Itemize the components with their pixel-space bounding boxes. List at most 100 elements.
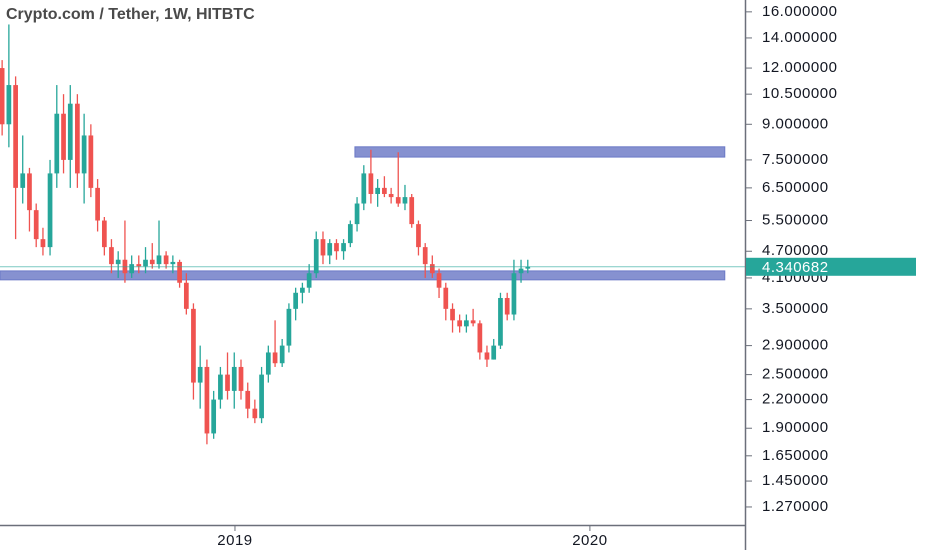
candle-body [334,243,339,252]
candle-body [191,308,196,383]
candle-body [61,113,66,160]
candle-body [259,374,264,419]
x-tick-label: 2020 [572,532,607,549]
candle-body [67,103,73,160]
candle-body [354,203,360,225]
candle-body [457,320,462,327]
y-tick-label: 3.500000 [762,300,829,317]
candle-body [484,352,490,360]
candle-body [382,187,387,194]
candle-body [470,320,476,324]
candle-body [313,239,319,274]
candle-body [402,197,408,204]
candle-body [231,366,237,391]
horizontal-zone [0,270,726,281]
y-tick-label: 2.200000 [762,391,829,408]
y-tick-label: 10.500000 [762,85,837,102]
y-tick-label: 1.450000 [762,472,829,489]
candle-body [375,187,381,194]
y-tick-label: 1.650000 [762,447,829,464]
candle-body [265,352,271,375]
candle-body [47,173,53,248]
y-tick-label: 1.900000 [762,419,829,436]
candle-body [88,135,94,188]
candle-body [272,352,278,364]
candle-body [300,287,305,293]
candle-body [443,287,449,309]
candle-body [491,345,497,360]
y-tick-label: 6.500000 [762,179,829,196]
candle-body [95,187,100,221]
candle-body [156,255,162,265]
y-tick-label: 2.500000 [762,366,829,383]
candle-body [388,193,394,198]
candle-body [368,173,374,194]
candle-body [429,264,435,274]
candle-body [306,273,312,288]
candle-body [177,261,182,283]
candle-body [225,374,230,391]
candle-body [149,259,155,265]
candle-body [361,173,367,204]
candle-body [170,261,176,265]
last-price-label: 4.340682 [762,259,829,276]
candle-body [347,224,353,244]
y-tick-label: 2.900000 [762,337,829,354]
y-tick-label: 16.000000 [762,3,837,20]
candle-body [279,345,285,364]
candle-body [197,366,203,383]
horizontal-zone [354,146,726,158]
y-tick-label: 1.270000 [762,498,829,515]
candle-body [450,308,455,321]
candle-body [238,366,244,391]
candle-body [75,103,80,174]
candle-body [13,85,18,188]
candle-body [320,239,326,256]
candle-body [293,292,299,309]
candle-body [115,259,121,265]
candle-body [129,264,135,274]
candle-body [163,255,169,265]
chart-title: Crypto.com / Tether, 1W, HITBTC [6,6,255,23]
candle-body [218,374,223,400]
candle-body [504,297,510,315]
candle-body [422,247,428,265]
candle-body [136,264,142,267]
candle-body [464,320,469,327]
candle-body [101,220,107,248]
y-tick-label: 7.500000 [762,151,829,168]
candle-body [109,247,114,265]
candle-body [40,239,46,248]
candle-body [416,224,421,248]
candle-body [211,399,217,434]
candle-body [0,68,5,125]
candle-body [436,273,442,288]
y-tick-label: 9.000000 [762,115,829,132]
candle-body [286,308,292,346]
candle-body [33,210,39,240]
candle-body [143,259,148,267]
y-tick-label: 5.500000 [762,211,829,228]
y-tick-label: 14.000000 [762,29,837,46]
candle-body [204,366,210,434]
candle-body [245,390,251,409]
candle-body [498,297,503,346]
x-tick-label: 2019 [217,532,252,549]
candle-body [327,243,333,256]
candle-body [54,113,60,174]
candle-body [395,197,401,204]
candle-body [20,173,26,188]
candle-body [477,323,483,353]
candle-body [341,243,346,252]
candle-body [511,273,517,315]
candle-body [183,282,189,309]
y-tick-label: 4.700000 [762,242,829,259]
candle-body [518,268,524,274]
candle-body [81,135,87,174]
candle-body [252,408,258,419]
candle-body [27,173,32,211]
candle-body [6,85,12,125]
y-tick-label: 12.000000 [762,59,837,76]
candle-body [525,266,531,269]
